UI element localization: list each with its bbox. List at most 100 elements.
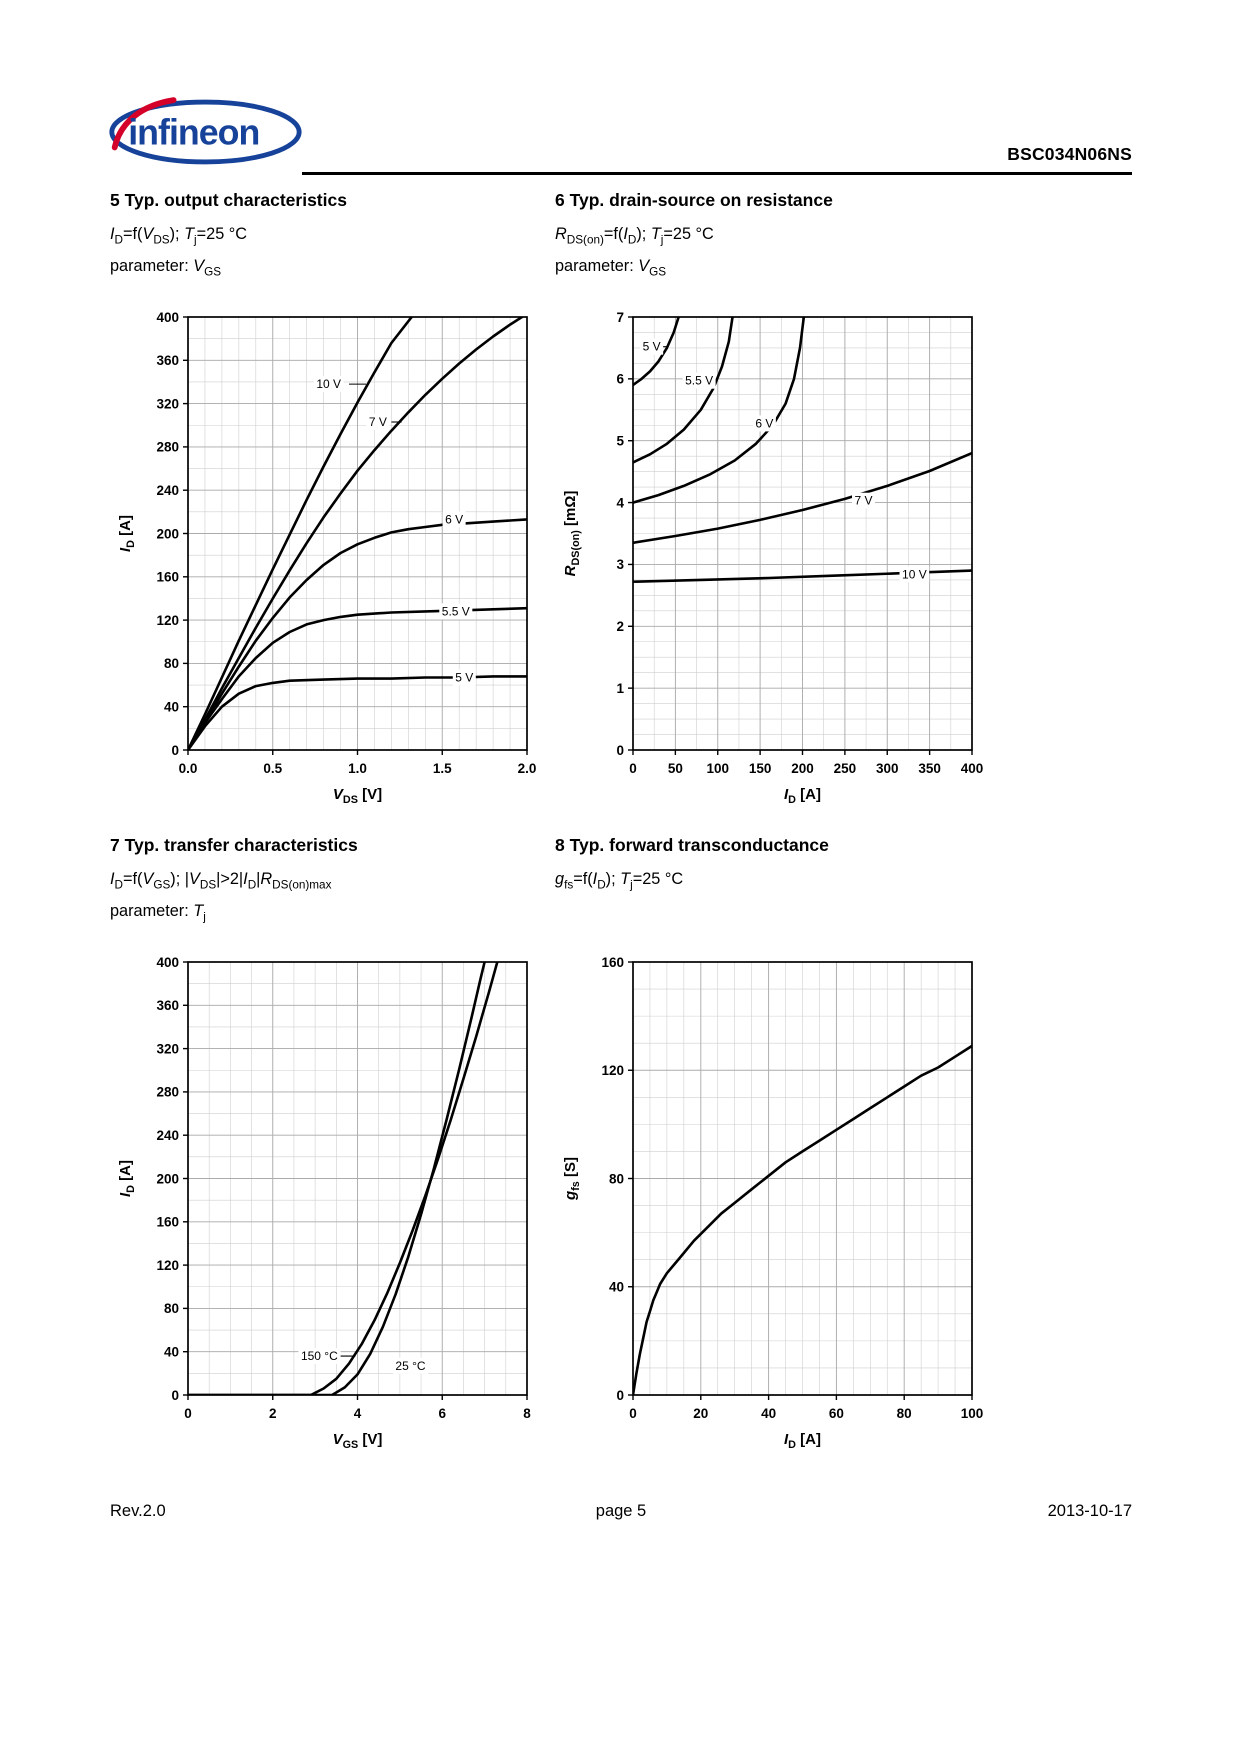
logo-red-arc bbox=[111, 97, 177, 151]
section-conditions-block: ID=f(VGS); |VDS|>2|ID|RDS(on)max paramet… bbox=[110, 870, 555, 950]
svg-text:0: 0 bbox=[616, 743, 624, 758]
svg-text:80: 80 bbox=[164, 656, 179, 671]
svg-text:120: 120 bbox=[156, 1258, 179, 1273]
svg-text:200: 200 bbox=[156, 526, 179, 541]
curve-labels: 5 V 5.5 V 6 V 7 V 10 V bbox=[640, 338, 930, 583]
svg-text:6: 6 bbox=[616, 372, 624, 387]
svg-text:5: 5 bbox=[616, 434, 624, 449]
svg-text:80: 80 bbox=[609, 1171, 624, 1186]
svg-text:8: 8 bbox=[523, 1406, 531, 1421]
curve-label: 7 V bbox=[369, 415, 387, 429]
svg-text:1: 1 bbox=[616, 681, 624, 696]
svg-text:2: 2 bbox=[616, 619, 624, 634]
svg-text:250: 250 bbox=[834, 761, 857, 776]
svg-text:0: 0 bbox=[171, 743, 179, 758]
svg-text:0.5: 0.5 bbox=[263, 761, 282, 776]
infineon-logo-graphic: infineon bbox=[109, 97, 302, 165]
svg-text:80: 80 bbox=[897, 1406, 912, 1421]
logo-wordmark: infineon bbox=[128, 113, 259, 153]
logo-ellipse bbox=[109, 99, 302, 165]
section-conditions: ID=f(VDS); Tj=25 °C bbox=[110, 225, 248, 247]
svg-text:120: 120 bbox=[156, 613, 179, 628]
svg-text:160: 160 bbox=[156, 1215, 179, 1230]
svg-text:4: 4 bbox=[616, 495, 624, 510]
svg-text:50: 50 bbox=[668, 761, 683, 776]
svg-text:0: 0 bbox=[184, 1406, 192, 1421]
date-label: 2013-10-17 bbox=[1047, 1502, 1132, 1520]
section-conditions: gfs=f(ID); Tj=25 °C bbox=[555, 870, 684, 892]
series-5-V bbox=[633, 317, 680, 387]
svg-text:100: 100 bbox=[706, 761, 729, 776]
y-axis-label: ID [A] bbox=[117, 1160, 137, 1197]
section-conditions-block: RDS(on)=f(ID); Tj=25 °C parameter: VGS bbox=[555, 225, 1132, 305]
chart-axes: 0.0 0.5 1.0 1.5 2.0 0 40 80 120 160 200 240 280 320 36… bbox=[117, 310, 536, 806]
series-6-V bbox=[188, 518, 527, 750]
svg-text:0: 0 bbox=[629, 1406, 637, 1421]
chart-series bbox=[188, 962, 499, 1395]
svg-text:20: 20 bbox=[693, 1406, 708, 1421]
section-output-characteristics: 5 Typ. output characteristics ID=f(VDS);… bbox=[110, 190, 555, 819]
svg-text:1.0: 1.0 bbox=[348, 761, 367, 776]
curve-label: 5.5 V bbox=[442, 604, 470, 618]
chart-grid bbox=[187, 961, 528, 1396]
svg-text:360: 360 bbox=[156, 353, 179, 368]
svg-text:300: 300 bbox=[876, 761, 899, 776]
svg-text:150: 150 bbox=[749, 761, 772, 776]
section-conditions-block: ID=f(VDS); Tj=25 °C parameter: VGS bbox=[110, 225, 555, 305]
svg-text:7: 7 bbox=[616, 310, 624, 325]
svg-text:60: 60 bbox=[829, 1406, 844, 1421]
svg-text:280: 280 bbox=[156, 440, 179, 455]
y-axis-label: RDS(on) [mΩ] bbox=[562, 491, 582, 577]
svg-text:1.5: 1.5 bbox=[433, 761, 452, 776]
svg-text:0.0: 0.0 bbox=[179, 761, 198, 776]
curve-labels: 10 V 7 V 6 V 5.5 V 5 V bbox=[313, 376, 476, 686]
page-footer: Rev.2.0 page 5 2013-10-17 bbox=[110, 1502, 1132, 1521]
svg-text:2.0: 2.0 bbox=[518, 761, 537, 776]
series-g_fs bbox=[633, 1044, 972, 1395]
curve-label: 7 V bbox=[855, 494, 873, 508]
chart-axes: 0 20 40 60 80 100 0 40 80 120 160 ID [A] gfs [S] bbox=[562, 955, 983, 1451]
svg-text:120: 120 bbox=[601, 1063, 624, 1078]
svg-text:40: 40 bbox=[164, 1345, 179, 1360]
section-conditions: ID=f(VGS); |VDS|>2|ID|RDS(on)max bbox=[110, 870, 332, 892]
section-parameter: parameter: VGS bbox=[110, 257, 222, 279]
svg-text:40: 40 bbox=[761, 1406, 776, 1421]
chart-on-resistance: 0 50 100 150 200 250 300 350 400 0 1 2 3 4 5 6 7 ID [A] RD… bbox=[562, 310, 983, 806]
svg-text:350: 350 bbox=[918, 761, 941, 776]
series-7-V bbox=[188, 317, 525, 750]
svg-text:240: 240 bbox=[156, 483, 179, 498]
svg-text:40: 40 bbox=[609, 1280, 624, 1295]
page-number: page 5 bbox=[595, 1502, 647, 1520]
svg-text:200: 200 bbox=[791, 761, 814, 776]
svg-text:400: 400 bbox=[156, 955, 179, 970]
section-forward-transconductance: 8 Typ. forward transconductance gfs=f(ID… bbox=[555, 835, 1132, 1464]
series-150-C bbox=[188, 962, 499, 1395]
section-title: 6 Typ. drain-source on resistance bbox=[555, 190, 833, 210]
chart-grid bbox=[632, 961, 973, 1396]
y-axis-label: gfs [S] bbox=[562, 1157, 582, 1201]
svg-text:160: 160 bbox=[156, 570, 179, 585]
svg-text:6: 6 bbox=[438, 1406, 446, 1421]
svg-text:280: 280 bbox=[156, 1085, 179, 1100]
y-axis-label: ID [A] bbox=[117, 515, 137, 552]
revision-label: Rev.2.0 bbox=[110, 1502, 166, 1520]
curve-label: 25 °C bbox=[395, 1359, 425, 1373]
section-parameter: parameter: VGS bbox=[555, 257, 667, 279]
curve-label: 10 V bbox=[902, 567, 927, 581]
x-axis-label: ID [A] bbox=[784, 786, 821, 806]
infineon-logo: infineon bbox=[106, 92, 304, 170]
svg-text:0: 0 bbox=[629, 761, 637, 776]
curve-label: 10 V bbox=[316, 377, 341, 391]
svg-text:0: 0 bbox=[616, 1388, 624, 1403]
product-number: BSC034N06NS bbox=[1007, 144, 1132, 164]
svg-text:3: 3 bbox=[616, 557, 624, 572]
series-7-V bbox=[633, 451, 972, 545]
svg-text:100: 100 bbox=[961, 1406, 984, 1421]
x-axis-label: VDS [V] bbox=[333, 786, 382, 806]
section-title: 5 Typ. output characteristics bbox=[110, 190, 347, 210]
curve-label: 5.5 V bbox=[685, 374, 713, 388]
series-6-V bbox=[633, 317, 806, 504]
svg-text:320: 320 bbox=[156, 1041, 179, 1056]
chart-grid bbox=[632, 316, 973, 751]
